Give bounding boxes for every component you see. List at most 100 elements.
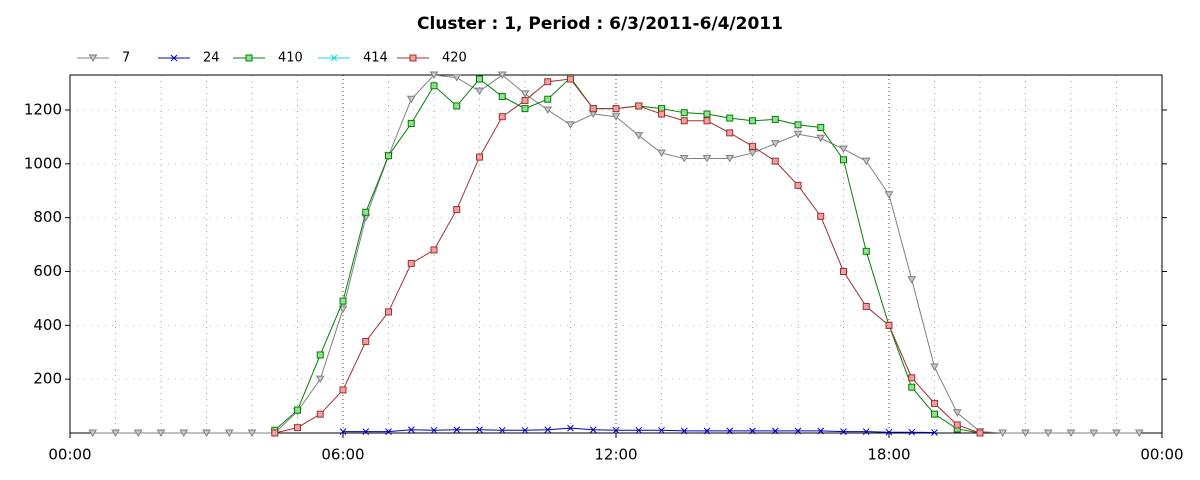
series-line xyxy=(274,76,981,434)
data-point xyxy=(1066,429,1076,437)
data-point xyxy=(816,134,826,143)
data-point xyxy=(749,142,756,150)
data-point xyxy=(339,386,347,394)
data-point xyxy=(885,428,893,436)
data-point xyxy=(703,110,711,118)
series-line xyxy=(274,78,981,434)
x-tick-label: 18:00 xyxy=(867,446,910,464)
data-point xyxy=(521,426,529,434)
data-point xyxy=(476,75,483,83)
data-point xyxy=(908,374,916,382)
data-point xyxy=(430,82,438,90)
data-point xyxy=(407,119,415,127)
data-point xyxy=(407,259,415,267)
data-point xyxy=(224,429,234,437)
data-point xyxy=(703,117,711,125)
data-point xyxy=(362,208,370,216)
data-point xyxy=(749,117,756,125)
data-point xyxy=(794,121,802,129)
data-point xyxy=(1089,429,1099,437)
data-point xyxy=(497,71,507,79)
legend-label: 414 xyxy=(363,51,388,66)
data-point xyxy=(702,154,712,163)
legend-label: 410 xyxy=(278,51,303,66)
data-point xyxy=(930,363,939,372)
data-point xyxy=(476,426,483,434)
data-point xyxy=(861,157,871,166)
data-point xyxy=(362,337,370,345)
data-point xyxy=(429,71,439,79)
data-point xyxy=(544,95,552,103)
data-point xyxy=(908,428,916,436)
data-point xyxy=(611,113,621,121)
data-point xyxy=(498,426,506,434)
legend-marker xyxy=(170,54,178,62)
data-point xyxy=(362,428,370,436)
data-point xyxy=(635,426,643,434)
data-point xyxy=(316,410,324,418)
data-point xyxy=(998,429,1008,437)
chart-title: Cluster : 1, Period : 6/3/2011-6/4/2011 xyxy=(417,14,783,34)
data-point xyxy=(271,429,279,437)
data-point xyxy=(657,149,666,158)
y-tick-label: 600 xyxy=(33,262,62,280)
y-tick-label: 200 xyxy=(33,370,62,388)
data-point xyxy=(679,154,689,163)
data-point xyxy=(884,191,894,199)
data-point xyxy=(840,156,847,164)
data-point xyxy=(817,123,825,131)
data-point xyxy=(566,121,575,129)
data-point xyxy=(931,410,938,418)
data-point xyxy=(156,429,166,437)
data-point xyxy=(771,157,779,165)
y-tick-label: 800 xyxy=(33,208,62,226)
data-point xyxy=(498,113,506,121)
data-point xyxy=(589,105,597,113)
series xyxy=(271,74,984,437)
data-point xyxy=(294,424,301,432)
data-point xyxy=(840,267,847,275)
data-point xyxy=(453,102,461,110)
data-point xyxy=(247,429,257,437)
data-point xyxy=(406,95,416,104)
data-point xyxy=(908,383,916,391)
data-point xyxy=(794,181,802,189)
data-point xyxy=(385,152,392,160)
legend-marker xyxy=(409,54,417,62)
data-point xyxy=(749,427,756,435)
data-point xyxy=(294,406,301,414)
legend-marker xyxy=(245,54,253,62)
data-point xyxy=(430,246,438,254)
data-point xyxy=(543,106,553,114)
data-point xyxy=(907,276,917,284)
data-point xyxy=(407,426,415,434)
data-point xyxy=(703,427,711,435)
data-point xyxy=(771,427,779,435)
legend-marker xyxy=(330,54,338,62)
data-point xyxy=(885,321,893,329)
data-point xyxy=(952,409,962,417)
data-point xyxy=(521,97,529,105)
data-point xyxy=(976,429,984,437)
data-point xyxy=(589,426,597,434)
data-point xyxy=(680,109,688,117)
data-point xyxy=(475,87,484,96)
data-point xyxy=(544,78,552,86)
legend-label: 24 xyxy=(203,51,220,66)
data-point xyxy=(1021,429,1030,437)
data-point xyxy=(680,117,688,125)
data-point xyxy=(612,426,620,434)
data-point xyxy=(725,154,735,163)
legend-label: 420 xyxy=(442,51,467,66)
data-point xyxy=(931,399,938,407)
data-point xyxy=(385,428,392,436)
y-tick-label: 400 xyxy=(33,316,62,334)
data-point xyxy=(339,428,347,436)
data-point xyxy=(453,206,461,214)
legend-item: 420 xyxy=(397,51,467,66)
data-point xyxy=(1043,429,1053,437)
data-point xyxy=(179,429,189,437)
x-tick-label: 12:00 xyxy=(594,446,637,464)
data-point xyxy=(476,153,483,161)
